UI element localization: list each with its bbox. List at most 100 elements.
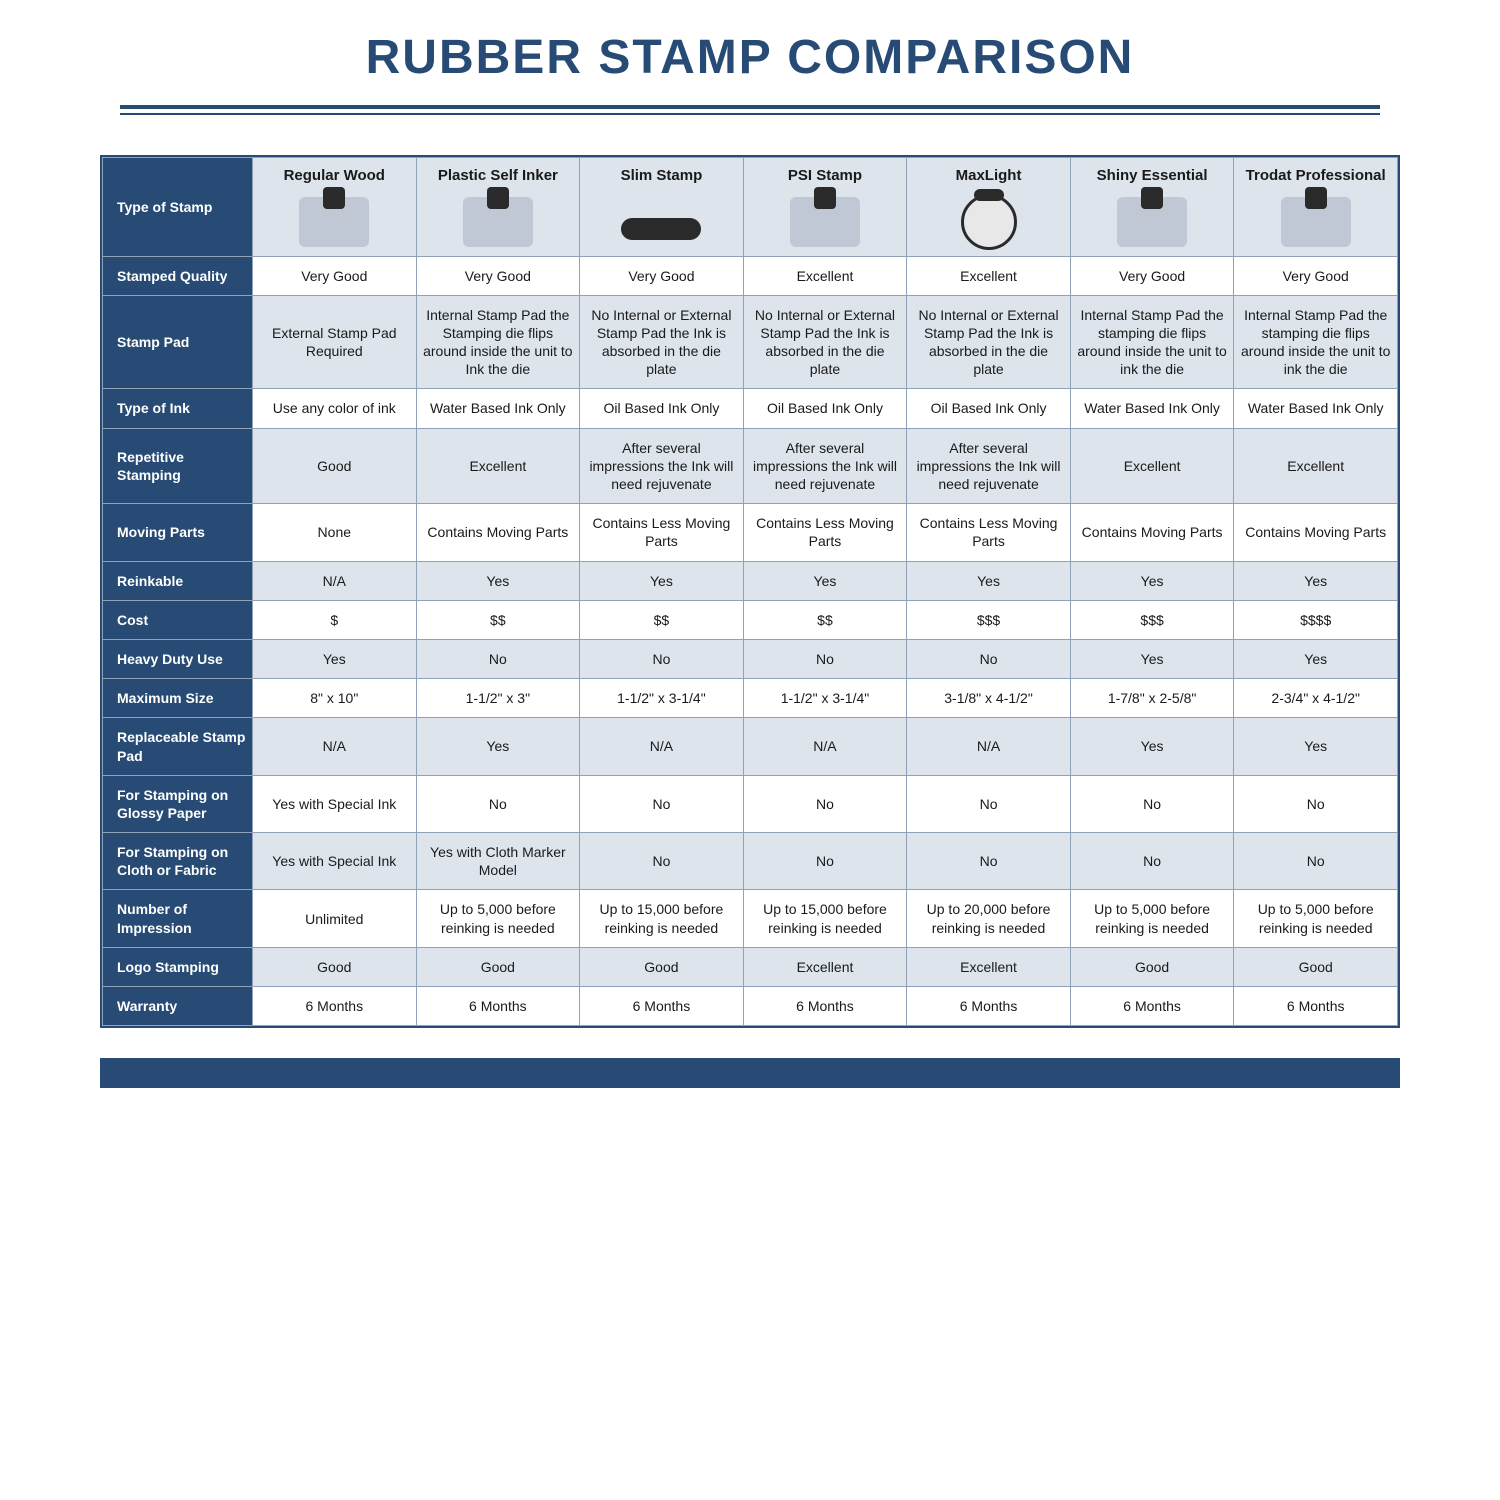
table-cell: $$ [416, 600, 580, 639]
colhead-label: Regular Wood [259, 166, 410, 186]
table-cell: Yes [1234, 639, 1398, 678]
colhead-2: Slim Stamp [580, 158, 744, 257]
table-cell: 6 Months [743, 987, 907, 1026]
table-cell: Yes [253, 639, 417, 678]
row-label: Warranty [103, 987, 253, 1026]
table-cell: Internal Stamp Pad the Stamping die flip… [416, 295, 580, 389]
table-cell: Contains Moving Parts [1070, 504, 1234, 561]
table-cell: No [743, 833, 907, 890]
table-cell: Contains Less Moving Parts [580, 504, 744, 561]
table-cell: N/A [253, 561, 417, 600]
table-cell: 6 Months [580, 987, 744, 1026]
table-cell: Internal Stamp Pad the stamping die flip… [1070, 295, 1234, 389]
table-cell: Oil Based Ink Only [743, 389, 907, 428]
table-cell: After several impressions the Ink will n… [580, 428, 744, 504]
footer-bar [100, 1058, 1400, 1088]
row-label: Stamped Quality [103, 256, 253, 295]
table-cell: No [580, 639, 744, 678]
table-row: Cost$$$$$$$$$$$$$$$$$ [103, 600, 1398, 639]
table-cell: Oil Based Ink Only [580, 389, 744, 428]
stamp-icon [961, 194, 1017, 250]
table-row: For Stamping on Cloth or FabricYes with … [103, 833, 1398, 890]
table-cell: No Internal or External Stamp Pad the In… [907, 295, 1071, 389]
table-cell: Yes [416, 718, 580, 775]
stamp-icon [463, 197, 533, 247]
table-cell: Oil Based Ink Only [907, 389, 1071, 428]
table-cell: Use any color of ink [253, 389, 417, 428]
table-cell: Yes with Cloth Marker Model [416, 833, 580, 890]
table-row: Stamp PadExternal Stamp Pad RequiredInte… [103, 295, 1398, 389]
colhead-label: MaxLight [913, 166, 1064, 186]
table-cell: Very Good [580, 256, 744, 295]
table-cell: Up to 15,000 before reinking is needed [580, 890, 744, 947]
stamp-icon [299, 197, 369, 247]
table-cell: Yes [1070, 561, 1234, 600]
table-cell: No [743, 639, 907, 678]
table-row: Number of ImpressionUnlimitedUp to 5,000… [103, 890, 1398, 947]
table-cell: Up to 15,000 before reinking is needed [743, 890, 907, 947]
table-cell: No [907, 833, 1071, 890]
table-cell: $ [253, 600, 417, 639]
table-cell: Up to 5,000 before reinking is needed [416, 890, 580, 947]
table-cell: Good [580, 947, 744, 986]
table-cell: Up to 5,000 before reinking is needed [1234, 890, 1398, 947]
table-cell: 6 Months [1234, 987, 1398, 1026]
table-cell: $$ [743, 600, 907, 639]
row-label: Type of Ink [103, 389, 253, 428]
colhead-5: Shiny Essential [1070, 158, 1234, 257]
table-cell: Water Based Ink Only [1070, 389, 1234, 428]
colhead-label: Plastic Self Inker [423, 166, 574, 186]
colhead-label: PSI Stamp [750, 166, 901, 186]
table-cell: Yes [743, 561, 907, 600]
table-cell: Yes [1070, 718, 1234, 775]
table-cell: Yes [907, 561, 1071, 600]
row-label: Replaceable Stamp Pad [103, 718, 253, 775]
table-cell: Contains Moving Parts [1234, 504, 1398, 561]
table-cell: Excellent [1234, 428, 1398, 504]
row-label: Cost [103, 600, 253, 639]
colhead-6: Trodat Professional [1234, 158, 1398, 257]
table-cell: No [580, 833, 744, 890]
table-row: Repetitive StampingGoodExcellentAfter se… [103, 428, 1398, 504]
title-rule [120, 105, 1380, 115]
table-cell: Yes [1070, 639, 1234, 678]
table-cell: No [907, 775, 1071, 832]
table-cell: Excellent [743, 947, 907, 986]
row-label: Repetitive Stamping [103, 428, 253, 504]
table-cell: No [1070, 775, 1234, 832]
table-cell: 8" x 10" [253, 679, 417, 718]
table-cell: No [907, 639, 1071, 678]
table-cell: 1-7/8" x 2-5/8" [1070, 679, 1234, 718]
table-cell: Excellent [416, 428, 580, 504]
table-row: Stamped QualityVery GoodVery GoodVery Go… [103, 256, 1398, 295]
table-cell: Unlimited [253, 890, 417, 947]
table-cell: 3-1/8" x 4-1/2" [907, 679, 1071, 718]
table-cell: Yes [416, 561, 580, 600]
table-cell: Water Based Ink Only [1234, 389, 1398, 428]
table-cell: Very Good [1234, 256, 1398, 295]
table-cell: No [1234, 775, 1398, 832]
table-cell: After several impressions the Ink will n… [907, 428, 1071, 504]
table-cell: No [743, 775, 907, 832]
table-cell: Good [1070, 947, 1234, 986]
table-cell: N/A [907, 718, 1071, 775]
table-row: For Stamping on Glossy PaperYes with Spe… [103, 775, 1398, 832]
table-cell: Yes with Special Ink [253, 833, 417, 890]
table-cell: Very Good [253, 256, 417, 295]
table-cell: 1-1/2" x 3-1/4" [743, 679, 907, 718]
table-cell: Excellent [743, 256, 907, 295]
table-cell: Water Based Ink Only [416, 389, 580, 428]
table-cell: Good [253, 947, 417, 986]
table-cell: N/A [253, 718, 417, 775]
row-label: Maximum Size [103, 679, 253, 718]
colhead-1: Plastic Self Inker [416, 158, 580, 257]
table-cell: $$$ [1070, 600, 1234, 639]
title-rule-inner [120, 113, 1380, 115]
table-cell: Very Good [1070, 256, 1234, 295]
table-cell: Good [416, 947, 580, 986]
table-cell: No Internal or External Stamp Pad the In… [580, 295, 744, 389]
comparison-table: Type of Stamp Regular Wood Plastic Self … [102, 157, 1398, 1026]
table-cell: 6 Months [416, 987, 580, 1026]
table-cell: 6 Months [1070, 987, 1234, 1026]
colhead-4: MaxLight [907, 158, 1071, 257]
